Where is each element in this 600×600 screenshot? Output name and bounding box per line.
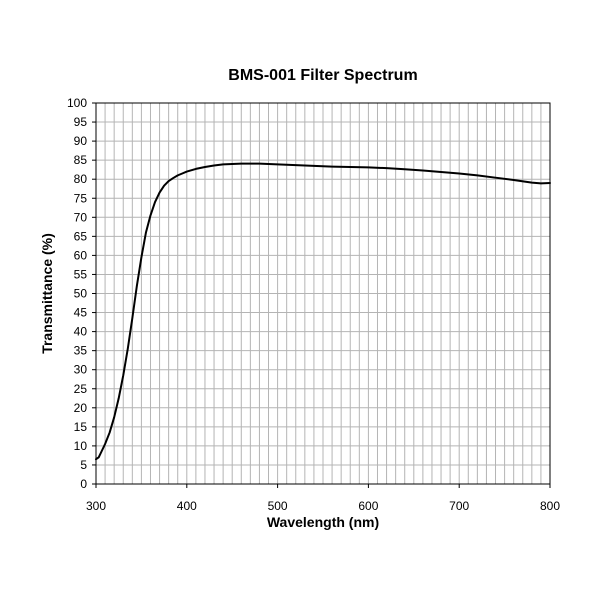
y-tick-label: 90: [74, 134, 88, 148]
x-tick-labels: 300 400 500 600 700 800: [86, 499, 560, 513]
series-line: [95, 162, 551, 461]
y-tick-label: 10: [74, 439, 88, 453]
y-tick-label: 45: [74, 306, 88, 320]
y-tick-label: 0: [80, 477, 87, 491]
x-tick-label: 400: [177, 499, 197, 513]
x-tick-label: 500: [268, 499, 288, 513]
y-tick-label: 40: [74, 325, 88, 339]
ticks: [92, 102, 551, 488]
y-tick-label: 5: [80, 458, 87, 472]
y-tick-label: 25: [74, 382, 88, 396]
x-axis-label: Wavelength (nm): [267, 514, 379, 530]
y-tick-label: 30: [74, 363, 88, 377]
y-tick-label: 80: [74, 172, 88, 186]
x-tick-label: 700: [449, 499, 469, 513]
series: [95, 162, 551, 461]
y-axis-label: Transmittance (%): [39, 233, 55, 354]
y-tick-labels: 0 5 10 15 20 25 30 35 40 45 50 55 60 65 70 75 80 85 90 95 10…: [67, 96, 87, 491]
y-tick-label: 35: [74, 344, 88, 358]
x-tick-label: 300: [86, 499, 106, 513]
y-tick-label: 60: [74, 248, 88, 262]
grid: [96, 103, 550, 484]
y-tick-label: 85: [74, 153, 88, 167]
x-tick-label: 800: [540, 499, 560, 513]
y-tick-label: 55: [74, 267, 88, 281]
y-tick-label: 50: [74, 287, 88, 301]
y-tick-label: 65: [74, 229, 88, 243]
y-tick-label: 20: [74, 401, 88, 415]
chart-title: BMS-001 Filter Spectrum: [228, 67, 417, 84]
x-tick-label: 600: [358, 499, 378, 513]
y-tick-label: 70: [74, 210, 88, 224]
y-tick-label: 75: [74, 191, 88, 205]
y-tick-label: 15: [74, 420, 88, 434]
y-tick-label: 95: [74, 115, 88, 129]
y-tick-label: 100: [67, 96, 87, 110]
